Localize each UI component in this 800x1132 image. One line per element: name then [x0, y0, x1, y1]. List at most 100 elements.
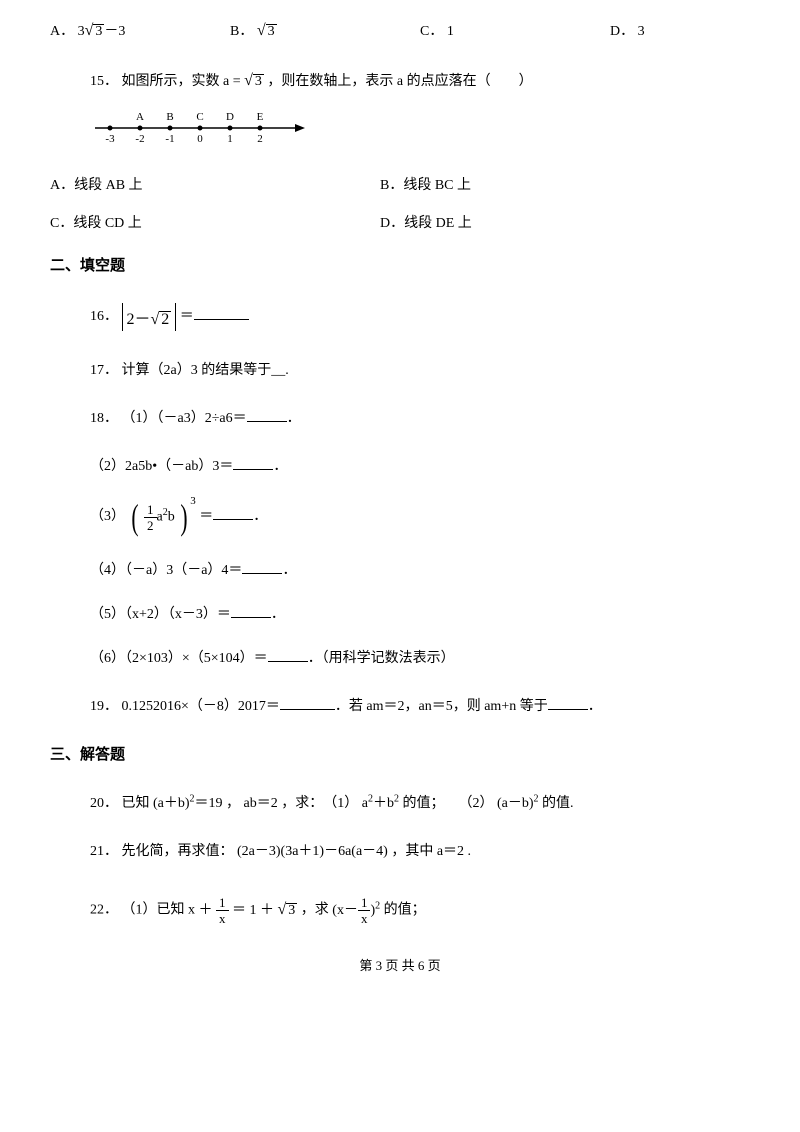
- eq: a = √3: [223, 74, 267, 89]
- eq: ＝: [232, 903, 246, 918]
- opt-label: B．: [230, 24, 253, 39]
- frac-num: 1: [144, 503, 157, 517]
- number-line-svg: A B C D E -3 -2 -1 0 1 2: [90, 108, 320, 150]
- text: ，求: [301, 903, 329, 918]
- base: (a＋b): [153, 796, 190, 811]
- q15-opt-c: C．线段 CD 上: [50, 212, 380, 232]
- text: 的值.: [542, 796, 574, 811]
- fraction: 1 2: [144, 503, 157, 532]
- plus: ＋b: [373, 796, 394, 811]
- opt-label: D．: [610, 24, 634, 39]
- q18-p3: （3） ( 1 2 a2b ) 3 ＝．: [90, 499, 750, 535]
- abs-expr: 2－√2: [122, 303, 177, 331]
- opt-expr: 3√3－3: [78, 24, 126, 39]
- q15-options-row2: C．线段 CD 上 D．线段 DE 上: [50, 212, 750, 232]
- expr: (a＋b)2＝19: [153, 796, 223, 811]
- period: ．: [588, 699, 602, 714]
- nl-bot-5: 2: [257, 133, 263, 145]
- nl-bot-1: -2: [135, 133, 144, 145]
- period: ．: [271, 607, 285, 622]
- section-solve-header: 三、解答题: [50, 743, 750, 764]
- sup: 2: [534, 793, 539, 804]
- q18-p6: （6）（2×103）×（5×104）＝．（用科学记数法表示）: [90, 647, 750, 667]
- frac-num: 1: [358, 896, 371, 910]
- q16: 16． 2－√2 ＝: [90, 303, 750, 331]
- opt-val: 3: [638, 24, 645, 39]
- page-footer: 第 3 页 共 6 页: [50, 955, 750, 974]
- one: 1: [250, 903, 257, 918]
- period: .: [468, 844, 472, 859]
- text: ．若 am＝2，an＝5，则 am+n 等于: [335, 699, 548, 714]
- eq: ＝: [199, 509, 213, 524]
- open: (x－: [332, 903, 358, 918]
- expr: （2）2a5b•（－ab）3＝: [90, 459, 233, 474]
- sqrt-arg: 2: [159, 311, 171, 328]
- q-number: 21．: [90, 844, 118, 859]
- blank: [194, 305, 249, 320]
- nl-bot-2: -1: [165, 133, 174, 145]
- q-text: 如图所示，实数: [122, 74, 220, 89]
- period: ．: [273, 459, 287, 474]
- q18-p1: （1）（－a3）2÷a6＝: [122, 411, 247, 426]
- q-number: 15．: [90, 74, 118, 89]
- eq: a＝2: [437, 844, 464, 859]
- frac-den: 2: [144, 517, 157, 532]
- frac-num: 1: [216, 896, 229, 910]
- nl-top-D: D: [226, 111, 234, 123]
- text: 的值； （2）: [402, 796, 493, 811]
- nl-bot-4: 1: [227, 133, 233, 145]
- eq: ＝: [180, 309, 194, 324]
- q15-opt-b: B．线段 BC 上: [380, 174, 750, 194]
- text: （1）已知 x: [122, 903, 196, 918]
- q-text: 的点应落在（ ）: [407, 74, 533, 89]
- sqrt-expr: √3: [85, 22, 105, 40]
- blank: [280, 695, 335, 710]
- q17: 17． 计算（2a）3 的结果等于__.: [90, 359, 750, 379]
- text: 先化简，再求值：: [122, 844, 234, 859]
- sup: 2: [375, 900, 380, 911]
- sqrt-arg: 3: [93, 24, 104, 39]
- q-number: 16．: [90, 309, 118, 324]
- frac-den: x: [358, 910, 371, 925]
- q19: 19． 0.1252016×（－8）2017＝．若 am＝2，an＝5，则 am…: [90, 695, 750, 715]
- nl-top-E: E: [257, 111, 264, 123]
- q14-options-row: A． 3√3－3 B． √3 C． 1 D． 3: [50, 20, 750, 40]
- coef: 3: [78, 24, 85, 39]
- var-b: b: [168, 509, 175, 524]
- frac-den: x: [216, 910, 229, 925]
- sqrt-expr: √3: [257, 22, 277, 40]
- plus: ＋: [260, 903, 274, 918]
- expr: （6）（2×103）×（5×104）＝: [90, 651, 268, 666]
- sup-out: 3: [190, 495, 196, 507]
- period: ．: [282, 563, 296, 578]
- text: 的值；: [384, 903, 426, 918]
- q15-opt-d: D．线段 DE 上: [380, 212, 750, 232]
- lhs: a: [223, 74, 229, 89]
- q14-opt-a: A． 3√3－3: [50, 20, 230, 40]
- base: (a－b): [497, 796, 534, 811]
- period: ．: [287, 411, 301, 426]
- expr: ab＝2: [244, 796, 278, 811]
- q14-opt-c: C． 1: [420, 20, 610, 40]
- q-text: ，则在数轴上，表示: [267, 74, 393, 89]
- q-number: 22．: [90, 903, 118, 918]
- big-paren: ( 1 2 a2b ): [129, 499, 191, 535]
- q21: 21． 先化简，再求值： (2a－3)(3a＋1)－6a(a－4) ，其中 a＝…: [90, 840, 750, 860]
- sup: 2: [394, 793, 399, 804]
- q14-opt-d: D． 3: [610, 20, 730, 40]
- abs-before: 2－: [127, 311, 151, 328]
- q18-p5: （5）（x+2）（x－3）＝．: [90, 603, 750, 623]
- plus: ＋: [199, 903, 213, 918]
- fraction: 1 x: [358, 896, 371, 925]
- section-fill-header: 二、填空题: [50, 254, 750, 275]
- sqrt-arg: 3: [266, 24, 277, 39]
- eq: ＝19: [195, 796, 223, 811]
- blank: [548, 695, 588, 710]
- blank: [231, 603, 271, 618]
- q20: 20． 已知 (a＋b)2＝19 ， ab＝2 ，求： （1） a2＋b2 的值…: [90, 792, 750, 812]
- q18: 18． （1）（－a3）2÷a6＝．: [90, 407, 750, 427]
- q15-stem: 15． 如图所示，实数 a = √3 ，则在数轴上，表示 a 的点应落在（ ）: [90, 70, 750, 90]
- q15-opt-a: A．线段 AB 上: [50, 174, 380, 194]
- q14-opt-b: B． √3: [230, 20, 420, 40]
- var: a: [397, 74, 403, 89]
